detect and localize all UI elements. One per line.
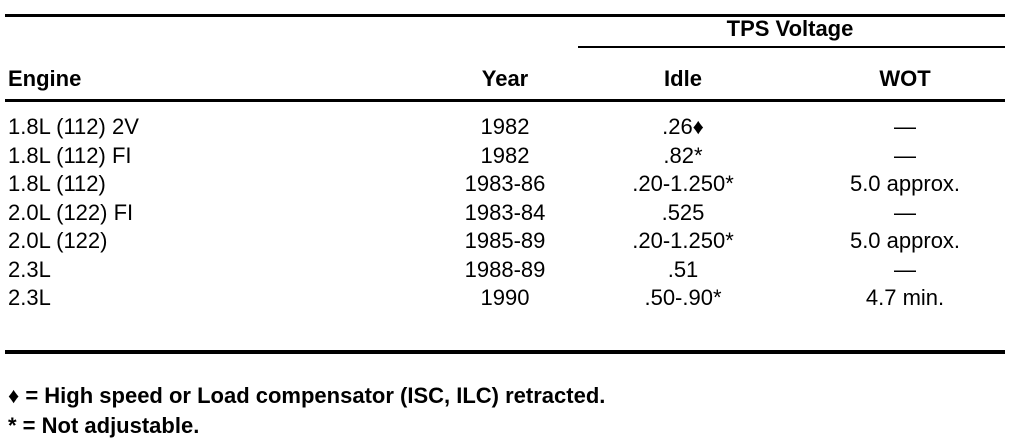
group-header: TPS Voltage: [726, 16, 854, 41]
cell: 2.3L: [8, 256, 51, 282]
cell: 2.0L (122): [8, 228, 108, 253]
column-header: Engine: [8, 66, 82, 91]
cell: 1988-89: [464, 256, 546, 282]
cell: —: [894, 142, 916, 168]
cell: —: [894, 256, 916, 282]
cell: .82*: [663, 142, 703, 168]
cell: 1983-86: [464, 171, 546, 196]
cell: 4.7 min.: [865, 285, 945, 310]
cell: 1983-84: [464, 199, 546, 225]
cell: 1.8L (112) FI: [8, 142, 132, 168]
bottom-rule: [5, 350, 1005, 354]
cell: 1.8L (112) 2V: [8, 114, 139, 139]
cell: .26♦: [662, 114, 704, 139]
cell: 5.0 approx.: [849, 171, 961, 196]
footnote: * = Not adjustable.: [8, 413, 200, 438]
cell: 2.3L: [8, 285, 51, 310]
cell: .20-1.250*: [632, 228, 734, 253]
cell: .50-.90*: [644, 285, 722, 310]
group-rule: [578, 46, 1005, 48]
footnote: ♦ = High speed or Load compensator (ISC,…: [8, 383, 606, 408]
cell: —: [894, 199, 916, 225]
cell: 1.8L (112): [8, 171, 106, 196]
column-header: WOT: [879, 66, 931, 91]
cell: —: [894, 114, 916, 139]
cell: .525: [661, 199, 705, 225]
cell: 1982: [480, 142, 530, 168]
cell: 1985-89: [464, 228, 546, 253]
column-header: Idle: [664, 66, 702, 91]
top-rule: [5, 14, 1005, 17]
cell: 1990: [480, 285, 530, 310]
cell: 1982: [480, 114, 530, 139]
cell: 2.0L (122) FI: [8, 199, 134, 225]
cell: 5.0 approx.: [849, 228, 961, 253]
cell: .20-1.250*: [632, 171, 734, 196]
column-header: Year: [481, 66, 529, 91]
header-rule: [5, 99, 1005, 102]
cell: .51: [667, 256, 699, 282]
